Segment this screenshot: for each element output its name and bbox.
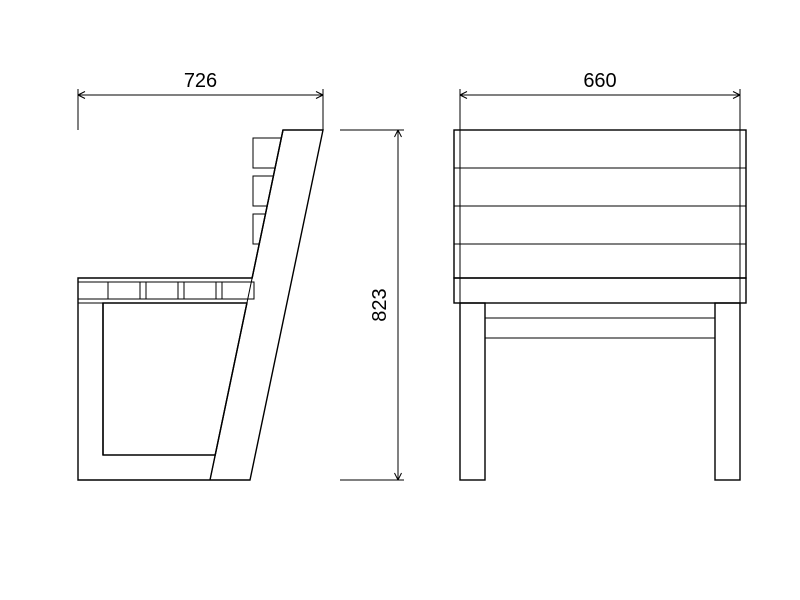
seat-slat-3 [184,282,216,299]
leg-left [460,303,485,480]
leg-right [715,303,740,480]
dim-height-823-value: 823 [369,288,391,321]
dim-width-660: 660 [460,70,740,130]
seat-band [454,278,746,303]
dim-width-660-value: 660 [583,70,616,92]
seat-slat-1 [108,282,140,299]
back-slat-3 [253,214,265,244]
back-slat-1 [253,138,281,168]
dim-width-726: 726 [78,70,323,130]
dim-height-823: 823 [340,130,404,480]
stretcher-rail [485,318,715,338]
technical-drawing: 726 823 660 [0,0,800,600]
front-view [454,130,746,480]
side-view [78,130,323,480]
dim-width-726-value: 726 [184,70,217,92]
back-slat-2 [253,176,273,206]
backrest [454,130,746,278]
seat-slat-2 [146,282,178,299]
